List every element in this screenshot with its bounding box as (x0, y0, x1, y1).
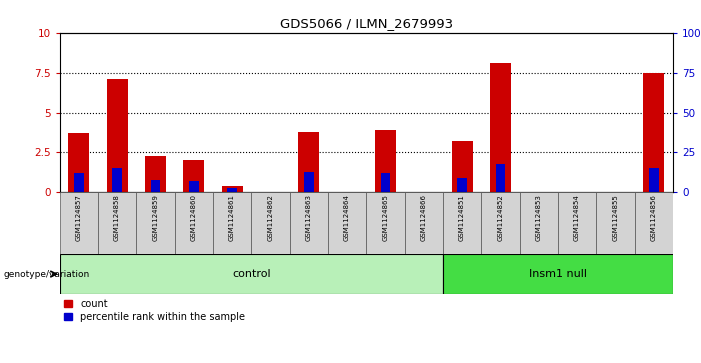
Text: GSM1124855: GSM1124855 (613, 194, 618, 241)
Text: GSM1124864: GSM1124864 (344, 194, 350, 241)
Bar (145, 156, 166, 192)
Bar (189, 181, 198, 192)
Bar (558, 192, 597, 254)
Bar (227, 188, 237, 192)
Bar (328, 192, 366, 254)
Bar (490, 63, 511, 192)
Bar (457, 178, 467, 192)
Bar (375, 130, 396, 192)
Bar (482, 192, 519, 254)
Text: GSM1124860: GSM1124860 (191, 194, 197, 241)
Bar (175, 192, 213, 254)
Bar (298, 132, 320, 192)
Bar (366, 192, 404, 254)
Bar (183, 160, 204, 192)
Bar (304, 172, 313, 192)
Bar (112, 168, 122, 192)
Text: GSM1124866: GSM1124866 (421, 194, 427, 241)
Text: control: control (232, 269, 271, 279)
Text: GSM1124853: GSM1124853 (536, 194, 542, 241)
Bar (107, 79, 128, 192)
Text: Insm1 null: Insm1 null (529, 269, 587, 279)
Bar (60, 192, 98, 254)
Bar (519, 192, 558, 254)
Bar (634, 192, 673, 254)
Text: genotype/variation: genotype/variation (4, 270, 90, 278)
Text: GSM1124863: GSM1124863 (306, 194, 312, 241)
Bar (60, 254, 443, 294)
Bar (496, 164, 505, 192)
Bar (649, 168, 658, 192)
Bar (68, 133, 89, 192)
Bar (151, 180, 161, 192)
Bar (443, 192, 482, 254)
Bar (404, 192, 443, 254)
Text: GSM1124859: GSM1124859 (152, 194, 158, 241)
Bar (222, 186, 243, 192)
Text: GSM1124857: GSM1124857 (76, 194, 82, 241)
Bar (451, 141, 472, 192)
Bar (381, 173, 390, 192)
Text: GSM1124862: GSM1124862 (268, 194, 273, 241)
Text: GSM1124854: GSM1124854 (574, 194, 580, 241)
Text: GSM1124852: GSM1124852 (498, 194, 503, 241)
Text: GSM1124858: GSM1124858 (114, 194, 120, 241)
Text: GSM1124851: GSM1124851 (459, 194, 465, 241)
Bar (74, 173, 83, 192)
Title: GDS5066 / ILMN_2679993: GDS5066 / ILMN_2679993 (280, 17, 453, 30)
Bar (136, 192, 175, 254)
Bar (98, 192, 136, 254)
Bar (644, 73, 665, 192)
Bar (290, 192, 328, 254)
Bar (597, 192, 634, 254)
Legend: count, percentile rank within the sample: count, percentile rank within the sample (64, 299, 245, 322)
Text: GSM1124856: GSM1124856 (651, 194, 657, 241)
Bar (213, 192, 251, 254)
Bar (251, 192, 290, 254)
Text: GSM1124865: GSM1124865 (383, 194, 388, 241)
Bar (443, 254, 673, 294)
Text: GSM1124861: GSM1124861 (229, 194, 235, 241)
